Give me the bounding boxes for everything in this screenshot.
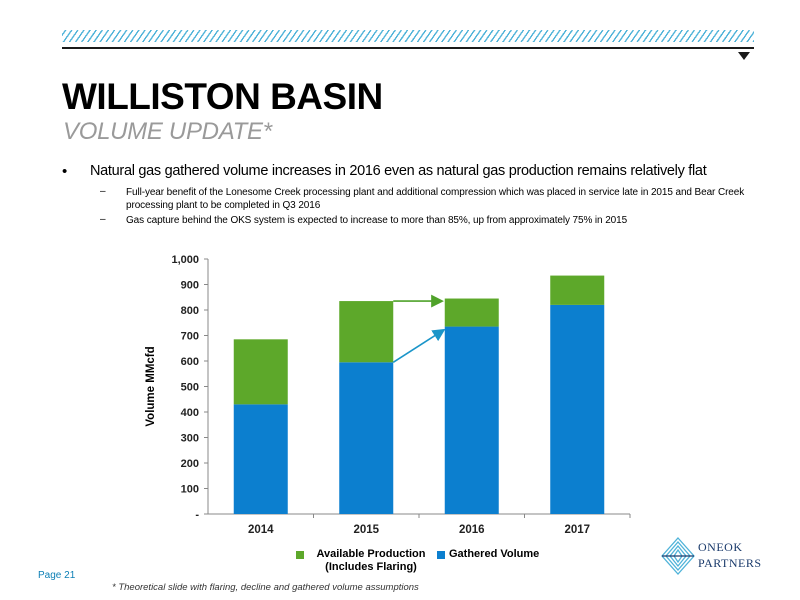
- page-subtitle: VOLUME UPDATE*: [63, 118, 272, 145]
- legend-label-gathered: Gathered Volume: [449, 548, 540, 560]
- legend-swatch-gathered: [437, 551, 445, 559]
- sub-bullet-1: Full-year benefit of the Lonesome Creek …: [126, 187, 745, 211]
- header-rule: [62, 47, 754, 49]
- y-tick-label: 600: [181, 356, 199, 368]
- y-tick-label: 400: [181, 407, 199, 419]
- y-tick-label: 1,000: [171, 254, 199, 266]
- bar-available-production: [550, 275, 605, 305]
- bullet-marker: •: [62, 163, 68, 180]
- bar-available-production: [233, 339, 288, 405]
- y-tick-label: 100: [181, 484, 199, 496]
- y-axis-label: Volume MMcfd: [145, 346, 157, 426]
- x-tick-label: 2014: [248, 524, 274, 535]
- oneok-logo-icon: [661, 537, 695, 575]
- arrow-gathered-volume: [392, 328, 446, 363]
- logo-text-line1: ONEOK: [698, 540, 743, 554]
- bar-gathered-volume: [339, 362, 394, 514]
- bar-available-production: [339, 301, 394, 363]
- volume-bar-chart: - 100 200 300 400 500 600 700 800 900 1,000 Volume …: [145, 254, 631, 535]
- y-tick-label: 200: [181, 458, 199, 470]
- y-tick-label: 500: [181, 382, 199, 394]
- bar-gathered-volume: [444, 326, 499, 514]
- logo-text-line2: PARTNERS: [698, 556, 762, 570]
- y-tick-label: 800: [181, 305, 199, 317]
- bar-available-production: [444, 298, 499, 327]
- x-tick-label: 2017: [564, 524, 590, 535]
- y-tick-label: 900: [181, 280, 199, 292]
- sub-bullet-marker: –: [100, 214, 106, 225]
- legend-label-available: Available Production (Includes Flaring): [316, 548, 426, 573]
- page-title: WILLISTON BASIN: [62, 76, 383, 117]
- footnote: * Theoretical slide with flaring, declin…: [112, 582, 419, 593]
- bar-gathered-volume: [550, 304, 605, 514]
- bar-gathered-volume: [233, 404, 288, 514]
- x-tick-label: 2016: [459, 524, 485, 535]
- triangle-down-icon: [738, 52, 750, 60]
- sub-bullet-marker: –: [100, 186, 106, 197]
- main-bullet-text: Natural gas gathered volume increases in…: [90, 163, 707, 179]
- legend-swatch-available: [296, 551, 304, 559]
- header-hatch-band: [62, 30, 754, 42]
- y-tick-label: 700: [181, 331, 199, 343]
- page-number: Page 21: [38, 570, 76, 581]
- y-tick-label: -: [195, 509, 199, 521]
- y-tick-label: 300: [181, 433, 199, 445]
- sub-bullet-2: Gas capture behind the OKS system is exp…: [126, 215, 628, 226]
- x-tick-label: 2015: [353, 524, 379, 535]
